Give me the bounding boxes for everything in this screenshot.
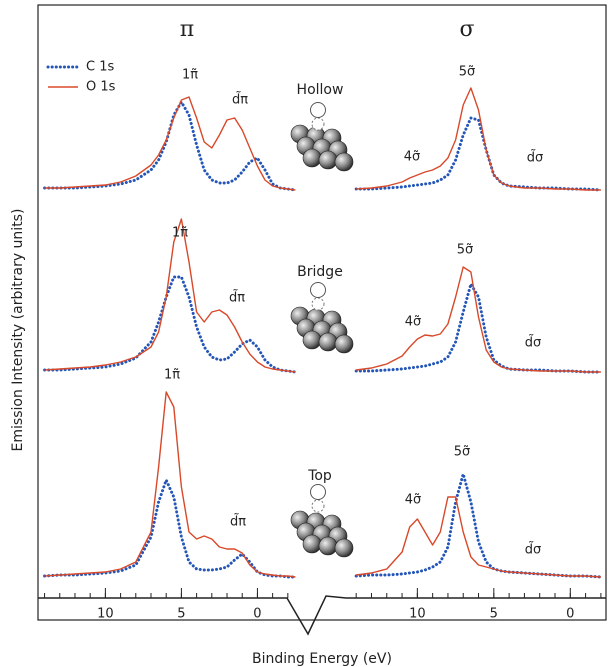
legend-label: C 1s [86, 60, 114, 75]
x-tick-label: 0 [253, 607, 261, 622]
surface-atom [334, 538, 354, 558]
x-tick-label: 10 [409, 607, 426, 622]
peak-label: 4σ̃ [404, 150, 421, 165]
peak-label: 1π̃ [182, 68, 198, 83]
peak-label: d̃σ [525, 335, 542, 350]
peak-label: 5σ̃ [459, 65, 476, 80]
peak-label: 5σ̃ [454, 445, 471, 460]
x-tick-label: 0 [566, 607, 574, 622]
spectrum-dotted [354, 116, 603, 192]
spectrum-dotted [43, 478, 297, 579]
site-label: Top [307, 468, 332, 484]
spectrum-dotted [43, 275, 297, 374]
spectrum-solid [44, 391, 296, 578]
x-axis-label: Binding Energy (eV) [252, 651, 392, 667]
surface-atom [302, 148, 322, 168]
surface-atom [334, 152, 354, 172]
surface-cluster [290, 484, 354, 558]
peak-label: d̃σ [525, 542, 542, 557]
surface-atom [318, 332, 338, 352]
carbon-atom [311, 499, 325, 513]
site-label: Bridge [297, 264, 343, 280]
surface-atom [302, 330, 322, 350]
surface-atom [302, 534, 322, 554]
y-axis-label: Emission Intensity (arbitrary units) [10, 209, 26, 452]
spectrum-solid [356, 87, 601, 191]
panel-title: σ [459, 17, 474, 42]
frame [37, 4, 607, 621]
oxygen-atom [310, 484, 326, 500]
surface-cluster [290, 282, 354, 354]
spectrum-solid [44, 218, 296, 373]
peak-label: 1π̃ [164, 368, 180, 383]
peak-label: d̃σ [527, 150, 544, 165]
peak-label: 1π̃ [172, 226, 188, 241]
carbon-atom [311, 297, 325, 311]
oxygen-atom [310, 282, 326, 298]
x-axis-line [38, 595, 606, 636]
peak-label: 5σ̃ [457, 243, 474, 258]
legend-label: O 1s [86, 80, 116, 95]
x-tick-label: 5 [177, 607, 185, 622]
peak-label: d̃π [229, 290, 245, 305]
peak-label: d̃π [230, 514, 246, 529]
spectrum-dotted [354, 282, 603, 374]
carbon-atom [311, 117, 325, 131]
peak-label: d̃π [232, 92, 248, 107]
surface-atom [318, 536, 338, 556]
surface-atom [318, 150, 338, 170]
spectrum-solid [44, 96, 296, 191]
surface-atom [334, 334, 354, 354]
x-tick-label: 10 [97, 607, 114, 622]
panel-title: π [180, 17, 194, 42]
oxygen-atom [310, 102, 326, 118]
spectrum-dotted [43, 100, 297, 192]
surface-cluster [290, 102, 354, 172]
x-tick-label: 5 [490, 607, 498, 622]
peak-label: 4σ̃ [405, 493, 422, 508]
spectrum-solid [356, 266, 601, 373]
site-label: Hollow [297, 82, 344, 98]
peak-label: 4σ̃ [405, 315, 422, 330]
spectrum-solid [356, 496, 601, 578]
